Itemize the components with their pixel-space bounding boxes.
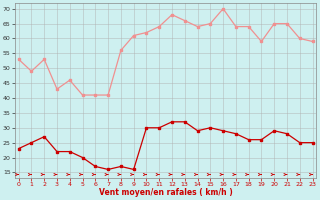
X-axis label: Vent moyen/en rafales ( km/h ): Vent moyen/en rafales ( km/h )	[99, 188, 232, 197]
